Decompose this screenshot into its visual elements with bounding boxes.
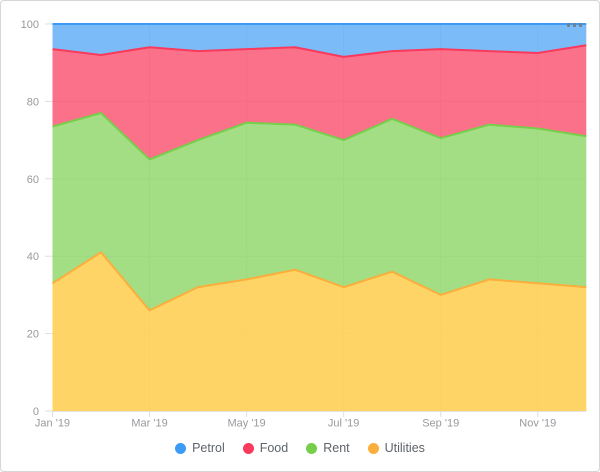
x-axis-label: Jan '19	[35, 418, 70, 430]
x-axis-label: May '19	[228, 418, 266, 430]
menu-dots-icon	[578, 23, 582, 27]
y-axis-label: 60	[27, 174, 39, 186]
y-axis-label: 40	[27, 251, 39, 263]
area-strokes	[51, 23, 587, 312]
x-axis-labels: Jan '19 Mar '19 May '19 Jul '19 Sep '19 Nov '…	[35, 418, 556, 430]
area-band-rent	[52, 113, 587, 311]
y-axis-label: 80	[27, 96, 39, 108]
x-axis-label: Jul '19	[328, 418, 359, 430]
legend-item-utilities[interactable]: Utilities	[367, 441, 425, 455]
legend-marker-icon	[367, 442, 379, 454]
series-line-rent	[52, 112, 587, 161]
chart-legend: Petrol Food Rent Utilities	[1, 442, 599, 455]
legend-label: Petrol	[192, 441, 225, 455]
chart-menu-button[interactable]	[563, 19, 587, 31]
legend-label: Food	[259, 441, 289, 455]
series-line-food	[52, 44, 587, 58]
axes	[45, 23, 587, 417]
x-axis-label: Mar '19	[131, 418, 167, 430]
x-axis-label: Nov '19	[519, 418, 556, 430]
y-axis-label: 20	[27, 329, 39, 341]
legend-label: Rent	[323, 441, 350, 455]
legend-item-rent[interactable]: Rent	[306, 441, 350, 455]
legend-marker-icon	[242, 442, 254, 454]
legend-label: Utilities	[384, 441, 425, 455]
x-axis-label: Sep '19	[422, 418, 459, 430]
legend-marker-icon	[306, 442, 318, 454]
y-axis-label: 100	[21, 19, 39, 31]
y-axis-label: 0	[33, 406, 39, 418]
y-axis-labels: 0 20 40 60 80 100	[21, 19, 39, 418]
legend-item-petrol[interactable]: Petrol	[175, 442, 225, 455]
area-band-food	[52, 45, 587, 160]
legend-item-food[interactable]: Food	[242, 441, 289, 455]
legend-marker-icon	[175, 442, 187, 454]
area-bands	[52, 24, 587, 411]
menu-dots-icon	[572, 23, 576, 27]
menu-dots-icon	[566, 23, 570, 27]
series-line-utilities	[51, 251, 587, 312]
